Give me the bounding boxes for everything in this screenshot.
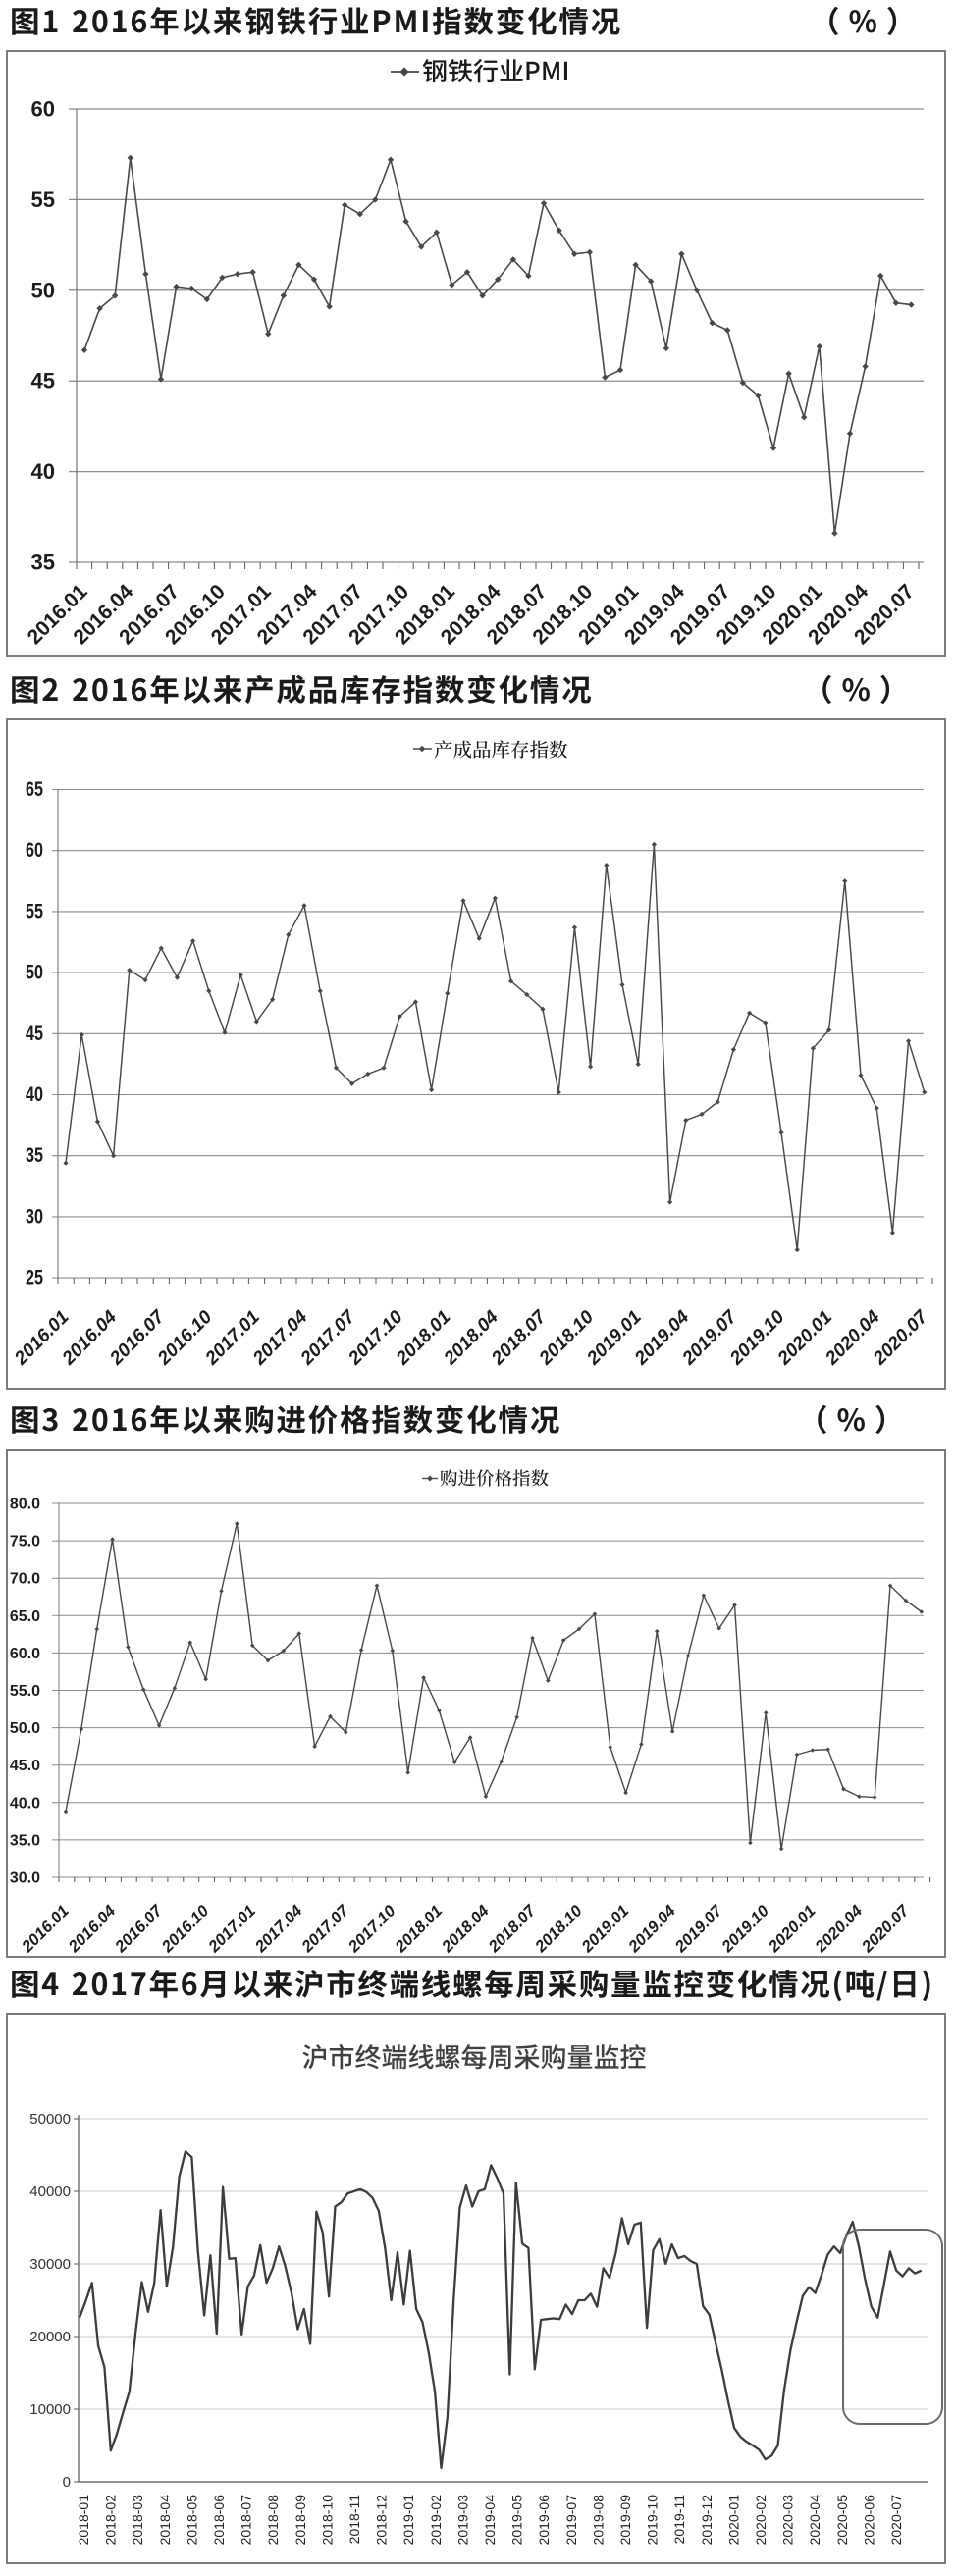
svg-text:45.0: 45.0 — [10, 1758, 40, 1774]
svg-text:2018-12: 2018-12 — [374, 2495, 390, 2546]
svg-text:50.0: 50.0 — [10, 1720, 40, 1737]
svg-text:40: 40 — [26, 1083, 43, 1106]
svg-text:2020-05: 2020-05 — [834, 2495, 850, 2546]
svg-text:55: 55 — [26, 900, 43, 922]
svg-text:2019-02: 2019-02 — [428, 2495, 444, 2546]
svg-text:2020-04: 2020-04 — [807, 2495, 822, 2546]
svg-text:30.0: 30.0 — [10, 1870, 40, 1887]
svg-text:55.0: 55.0 — [10, 1683, 40, 1700]
svg-text:65.0: 65.0 — [10, 1608, 40, 1625]
svg-text:2019-09: 2019-09 — [617, 2495, 633, 2546]
svg-text:2020-03: 2020-03 — [780, 2495, 796, 2546]
svg-text:2020-06: 2020-06 — [861, 2495, 876, 2546]
svg-text:2018-04: 2018-04 — [157, 2495, 173, 2546]
svg-text:40: 40 — [31, 459, 55, 484]
svg-text:55: 55 — [31, 187, 55, 212]
svg-text:2018-10: 2018-10 — [319, 2495, 335, 2546]
svg-text:2019-04: 2019-04 — [482, 2495, 498, 2546]
svg-text:50: 50 — [26, 962, 43, 984]
svg-text:2018-02: 2018-02 — [103, 2495, 119, 2546]
svg-text:2019-07: 2019-07 — [563, 2495, 579, 2546]
svg-text:40.0: 40.0 — [10, 1795, 40, 1812]
svg-text:45: 45 — [31, 369, 55, 394]
svg-text:2018-03: 2018-03 — [130, 2495, 145, 2546]
svg-text:80.0: 80.0 — [10, 1497, 40, 1513]
svg-text:2018-01: 2018-01 — [76, 2495, 91, 2546]
svg-text:30: 30 — [26, 1205, 43, 1228]
svg-text:60: 60 — [26, 839, 43, 862]
svg-text:2018-08: 2018-08 — [265, 2495, 281, 2546]
svg-text:35.0: 35.0 — [10, 1832, 40, 1849]
svg-text:2018-06: 2018-06 — [211, 2495, 227, 2546]
svg-text:75.0: 75.0 — [10, 1534, 40, 1551]
svg-text:2019-03: 2019-03 — [454, 2495, 470, 2546]
svg-text:0: 0 — [63, 2474, 71, 2491]
svg-text:2019-06: 2019-06 — [536, 2495, 552, 2546]
svg-text:2018-11: 2018-11 — [346, 2495, 362, 2545]
svg-text:2020-01: 2020-01 — [725, 2495, 741, 2546]
svg-text:20000: 20000 — [29, 2329, 71, 2345]
svg-text:45: 45 — [26, 1023, 43, 1045]
svg-text:2018-09: 2018-09 — [292, 2495, 308, 2546]
svg-text:35: 35 — [31, 551, 55, 575]
svg-text:2019-10: 2019-10 — [645, 2495, 661, 2546]
svg-text:60.0: 60.0 — [10, 1646, 40, 1662]
svg-text:65: 65 — [26, 778, 43, 801]
svg-text:2020-07: 2020-07 — [888, 2495, 904, 2546]
svg-text:2019-12: 2019-12 — [699, 2495, 715, 2546]
svg-text:50: 50 — [31, 278, 55, 302]
svg-text:2019-08: 2019-08 — [590, 2495, 606, 2546]
svg-text:2018-07: 2018-07 — [239, 2495, 254, 2546]
svg-text:25: 25 — [26, 1267, 43, 1289]
svg-text:10000: 10000 — [29, 2401, 71, 2418]
svg-text:2020-02: 2020-02 — [753, 2495, 769, 2546]
svg-text:2018-05: 2018-05 — [184, 2495, 199, 2546]
svg-text:40000: 40000 — [29, 2183, 71, 2200]
svg-text:2019-11: 2019-11 — [671, 2495, 687, 2545]
svg-text:35: 35 — [26, 1144, 43, 1167]
svg-text:70.0: 70.0 — [10, 1571, 40, 1588]
svg-text:2019-01: 2019-01 — [400, 2495, 416, 2546]
svg-text:30000: 30000 — [29, 2256, 71, 2273]
svg-text:50000: 50000 — [29, 2111, 71, 2128]
svg-text:2019-05: 2019-05 — [509, 2495, 525, 2546]
svg-text:60: 60 — [31, 97, 55, 122]
